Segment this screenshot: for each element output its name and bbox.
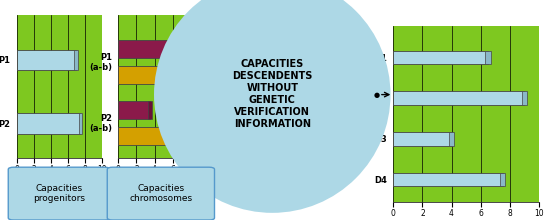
Bar [393,132,452,145]
Bar [118,127,195,145]
Text: Capacities
chromosomes: Capacities chromosomes [130,184,192,203]
Bar [118,101,150,119]
Bar [74,50,78,70]
Bar [194,127,197,145]
Bar [499,173,505,186]
Text: ●: ● [373,92,380,98]
Text: DESCENDENTS: DESCENDENTS [232,71,312,81]
Text: WITHOUT: WITHOUT [246,83,298,93]
Bar [148,101,152,119]
Bar [118,40,177,58]
Bar [393,51,488,64]
Text: VERIFICATION: VERIFICATION [234,107,310,117]
Text: INFORMATION: INFORMATION [234,119,311,129]
Bar [164,66,167,84]
Text: GENETIC: GENETIC [249,95,296,105]
Bar [118,66,166,84]
Text: CAPACITIES: CAPACITIES [241,59,304,69]
Bar [175,40,179,58]
Bar [449,132,454,145]
Bar [79,113,82,134]
Text: Capacities
progenitors: Capacities progenitors [34,184,85,203]
Bar [16,113,80,134]
Bar [485,51,491,64]
Bar [16,50,76,70]
Bar [393,92,524,104]
Bar [521,92,527,104]
Bar [393,173,503,186]
